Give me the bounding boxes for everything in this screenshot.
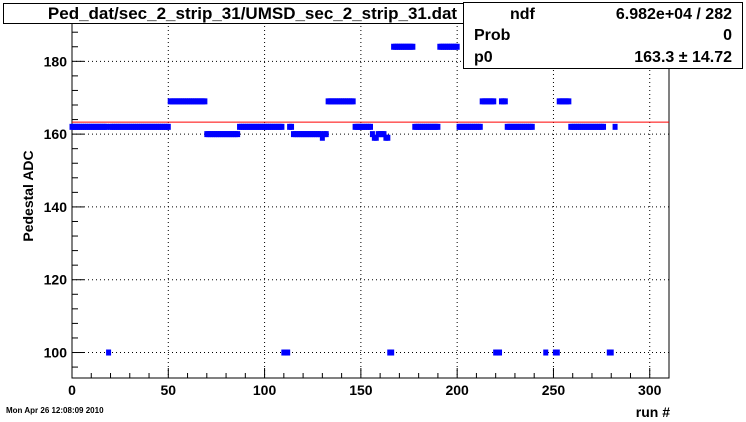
data-point bbox=[566, 98, 572, 105]
data-point bbox=[317, 131, 323, 138]
y-tick-label: 160 bbox=[44, 126, 68, 142]
stats-box: ndf 6.982e+04 / 282 Prob 0 p0 163.3 ± 14… bbox=[463, 2, 743, 69]
data-point bbox=[529, 123, 535, 130]
data-point bbox=[389, 349, 395, 356]
data-point bbox=[554, 349, 560, 356]
data-point bbox=[385, 134, 391, 141]
data-point bbox=[369, 131, 375, 138]
data-point bbox=[491, 98, 497, 105]
data-point bbox=[323, 131, 329, 138]
x-tick-label: 100 bbox=[253, 382, 277, 398]
data-point bbox=[350, 98, 356, 105]
data-point bbox=[410, 43, 416, 50]
data-point bbox=[601, 123, 607, 130]
data-point bbox=[497, 349, 503, 356]
y-tick-label: 140 bbox=[44, 199, 68, 215]
data-point bbox=[235, 131, 241, 138]
x-tick-label: 250 bbox=[542, 382, 566, 398]
y-tick-label: 180 bbox=[44, 53, 68, 69]
plot-title: Ped_dat/sec_2_strip_31/UMSD_sec_2_strip_… bbox=[3, 3, 502, 24]
stat-label: Prob bbox=[474, 27, 511, 44]
data-point bbox=[502, 98, 508, 105]
y-tick-label: 120 bbox=[44, 272, 68, 288]
data-point bbox=[368, 123, 373, 130]
data-point bbox=[202, 98, 208, 105]
stat-row-p0: p0 163.3 ± 14.72 bbox=[464, 49, 742, 69]
grid-lines bbox=[72, 14, 669, 378]
data-point bbox=[289, 123, 295, 130]
stat-row-prob: Prob 0 bbox=[464, 27, 742, 47]
data-points bbox=[69, 43, 618, 356]
x-tick-label: 300 bbox=[638, 382, 662, 398]
data-point bbox=[285, 349, 291, 356]
stat-value: 0 bbox=[723, 27, 732, 44]
data-point bbox=[612, 123, 618, 130]
data-point bbox=[104, 123, 110, 130]
data-point bbox=[477, 123, 483, 130]
data-point bbox=[608, 349, 614, 356]
x-tick-label: 50 bbox=[161, 382, 177, 398]
data-point bbox=[165, 123, 171, 130]
x-tick-label: 200 bbox=[445, 382, 469, 398]
stat-label: p0 bbox=[474, 49, 493, 66]
data-point bbox=[373, 134, 379, 141]
data-point bbox=[454, 43, 460, 50]
x-axis-title: run # bbox=[635, 404, 670, 420]
datestamp: Mon Apr 26 12:08:09 2010 bbox=[6, 406, 104, 415]
data-point bbox=[319, 134, 325, 141]
data-point bbox=[381, 131, 387, 138]
stat-label: ndf bbox=[510, 6, 535, 23]
stat-value: 6.982e+04 / 282 bbox=[615, 6, 732, 23]
stat-row-ndf: ndf 6.982e+04 / 282 bbox=[464, 6, 742, 26]
data-point bbox=[435, 123, 441, 130]
data-point bbox=[543, 349, 549, 356]
y-axis-title: Pedestal ADC bbox=[20, 150, 36, 241]
x-axis: 0 50 100 150 200 250 300 bbox=[68, 368, 662, 398]
x-tick-label: 0 bbox=[68, 382, 76, 398]
x-tick-label: 150 bbox=[349, 382, 373, 398]
stat-value: 163.3 ± 14.72 bbox=[634, 49, 732, 66]
y-tick-label: 100 bbox=[44, 345, 68, 361]
y-axis: 100 120 140 160 180 bbox=[44, 17, 84, 368]
data-point bbox=[279, 123, 285, 130]
data-point bbox=[106, 349, 112, 356]
